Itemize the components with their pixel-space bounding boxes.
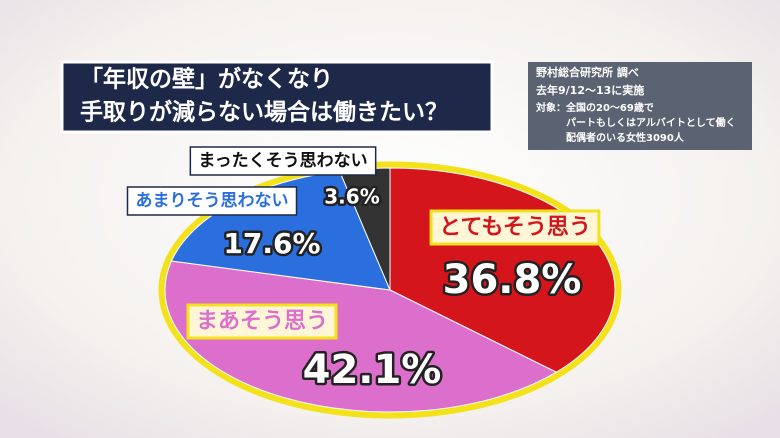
source: 去年9/12〜13に実施 bbox=[536, 83, 644, 97]
value-label: 3.6% bbox=[324, 185, 379, 209]
category-label: まあそう思う bbox=[196, 309, 328, 334]
pie-slice bbox=[164, 260, 558, 413]
source: 対象：全国の20〜69歳で bbox=[535, 101, 654, 114]
title-box bbox=[60, 60, 494, 134]
chart-title: 「年収の壁」がなくなり bbox=[80, 66, 333, 93]
value-label: 42.1% bbox=[303, 347, 442, 393]
source: パートもしくはアルバイトとして働く bbox=[566, 116, 736, 129]
source: 配偶者のいる女性3090人 bbox=[566, 131, 685, 144]
label-box bbox=[126, 186, 298, 216]
value-label: 17.6% bbox=[223, 227, 320, 260]
chart-title: 手取りが減らない場合は働きたい？ bbox=[80, 99, 448, 126]
label-box bbox=[189, 146, 377, 176]
pie-rim bbox=[158, 161, 622, 419]
category-label: まったくそう思わない bbox=[198, 151, 367, 171]
label-box bbox=[429, 209, 601, 246]
source: 野村総合研究所 調べ bbox=[536, 65, 639, 79]
value-label: 36.8% bbox=[443, 257, 582, 303]
category-label: とてもそう思う bbox=[439, 215, 591, 240]
category-label: あまりそう思わない bbox=[136, 191, 289, 211]
label-box bbox=[186, 303, 338, 340]
source-box bbox=[528, 62, 752, 150]
